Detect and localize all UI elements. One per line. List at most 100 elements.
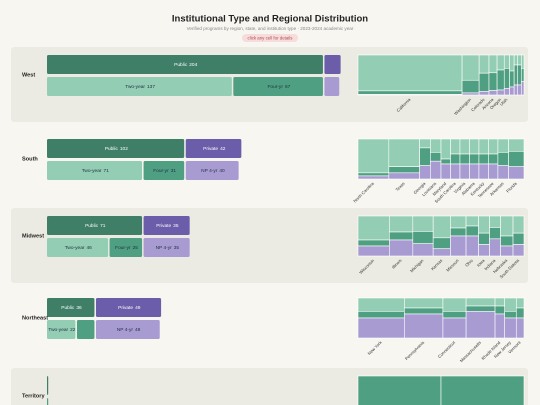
mosaic-cell[interactable] [504, 317, 517, 339]
mosaic-cell[interactable] [450, 235, 467, 257]
mosaic-cell[interactable] [442, 297, 467, 312]
mosaic-cell[interactable] [469, 138, 480, 155]
mosaic-cell[interactable] [389, 215, 414, 233]
mosaic-cell[interactable] [450, 163, 461, 180]
mosaic-cell[interactable] [465, 311, 496, 339]
mosaic-cell[interactable] [404, 297, 444, 309]
bar-segment[interactable] [109, 238, 143, 257]
mosaic-cell[interactable] [521, 68, 525, 82]
mosaic-cell[interactable] [494, 297, 505, 307]
mosaic-cell[interactable] [465, 305, 496, 312]
mosaic-cell[interactable] [357, 90, 463, 95]
mosaic-cell[interactable] [419, 165, 431, 180]
bar-segment[interactable] [47, 139, 185, 158]
bar-segment[interactable] [185, 161, 239, 180]
bar-segment[interactable] [143, 161, 185, 180]
mosaic-cell[interactable] [459, 153, 470, 165]
mosaic-cell[interactable] [412, 243, 434, 257]
mosaic-cell[interactable] [503, 88, 510, 96]
mosaic-cell[interactable] [389, 231, 414, 241]
mosaic-cell[interactable] [488, 163, 499, 180]
mosaic-cell[interactable] [489, 227, 501, 240]
mosaic-cell[interactable] [494, 305, 505, 315]
mosaic-cell[interactable] [465, 235, 479, 257]
bar-segment[interactable] [47, 77, 232, 96]
mosaic-cell[interactable] [478, 163, 489, 180]
mosaic-cell[interactable] [488, 138, 499, 155]
mosaic-cell[interactable] [503, 68, 510, 89]
bar-segment[interactable] [47, 398, 49, 405]
mosaic-cell[interactable] [515, 307, 525, 319]
mosaic-cell[interactable] [512, 215, 525, 234]
mosaic-cell[interactable] [494, 313, 505, 339]
mosaic-cell[interactable] [388, 172, 420, 180]
mosaic-cell[interactable] [388, 166, 420, 174]
mosaic-cell[interactable] [357, 245, 390, 257]
mosaic-cell[interactable] [488, 90, 498, 96]
mosaic-cell[interactable] [513, 64, 519, 86]
mosaic-cell[interactable] [459, 138, 470, 155]
mosaic-cell[interactable] [357, 94, 463, 96]
mosaic-cell[interactable] [478, 91, 490, 96]
mosaic-cell[interactable] [432, 215, 451, 239]
mosaic-cell[interactable] [504, 297, 517, 312]
mosaic-cell[interactable] [389, 239, 414, 257]
mosaic-cell[interactable] [404, 313, 444, 339]
mosaic-cell[interactable] [357, 317, 405, 339]
mosaic-cell[interactable] [500, 215, 514, 237]
mosaic-cell[interactable] [412, 215, 434, 232]
mosaic-cell[interactable] [432, 248, 451, 257]
mosaic-cell[interactable] [440, 138, 451, 160]
mosaic-cell[interactable] [357, 54, 463, 92]
mosaic-cell[interactable] [357, 175, 390, 180]
bar-segment[interactable] [143, 238, 190, 257]
mosaic-cell[interactable] [442, 317, 467, 339]
mosaic-cell[interactable] [489, 215, 501, 228]
mosaic-cell[interactable] [430, 138, 442, 153]
mosaic-cell[interactable] [404, 307, 444, 315]
mosaic-cell[interactable] [508, 151, 525, 167]
mosaic-cell[interactable] [521, 81, 525, 96]
bar-segment[interactable] [95, 298, 162, 317]
mosaic-cell[interactable] [442, 311, 467, 319]
bar-segment[interactable] [47, 376, 49, 395]
bar-segment[interactable] [47, 216, 143, 235]
mosaic-cell[interactable] [461, 79, 480, 94]
mosaic-cell[interactable] [488, 54, 498, 74]
mosaic-cell[interactable] [517, 84, 522, 96]
bar-segment[interactable] [76, 320, 95, 339]
mosaic-cell[interactable] [450, 138, 461, 155]
bar-segment[interactable] [143, 216, 190, 235]
mosaic-cell[interactable] [478, 215, 490, 234]
mosaic-cell[interactable] [488, 153, 499, 165]
mosaic-cell[interactable] [497, 138, 509, 153]
mosaic-cell[interactable] [450, 153, 461, 165]
bar-segment[interactable] [47, 161, 143, 180]
bar-segment[interactable] [47, 298, 95, 317]
mosaic-cell[interactable] [512, 244, 525, 257]
mosaic-cell[interactable] [419, 147, 431, 166]
mosaic-cell[interactable] [504, 311, 517, 319]
mosaic-cell[interactable] [469, 163, 480, 180]
mosaic-cell[interactable] [469, 153, 480, 165]
mosaic-cell[interactable] [357, 138, 390, 174]
mosaic-cell[interactable] [521, 54, 525, 69]
mosaic-cell[interactable] [513, 84, 519, 96]
mosaic-cell[interactable] [512, 232, 525, 245]
mosaic-cell[interactable] [461, 92, 480, 96]
mosaic-cell[interactable] [508, 166, 525, 180]
mosaic-cell[interactable] [478, 153, 489, 165]
mosaic-cell[interactable] [357, 297, 405, 312]
mosaic-cell[interactable] [357, 172, 390, 177]
mosaic-cell[interactable] [419, 138, 431, 149]
bar-segment[interactable] [47, 320, 76, 339]
mosaic-cell[interactable] [450, 215, 467, 229]
mosaic-cell[interactable] [508, 138, 525, 152]
mosaic-cell[interactable] [500, 235, 514, 247]
mosaic-cell[interactable] [440, 158, 451, 165]
mosaic-cell[interactable] [478, 54, 490, 74]
mosaic-cell[interactable] [517, 64, 522, 86]
mosaic-cell[interactable] [357, 239, 390, 247]
mosaic-cell[interactable] [513, 54, 519, 66]
mosaic-cell[interactable] [489, 238, 501, 257]
